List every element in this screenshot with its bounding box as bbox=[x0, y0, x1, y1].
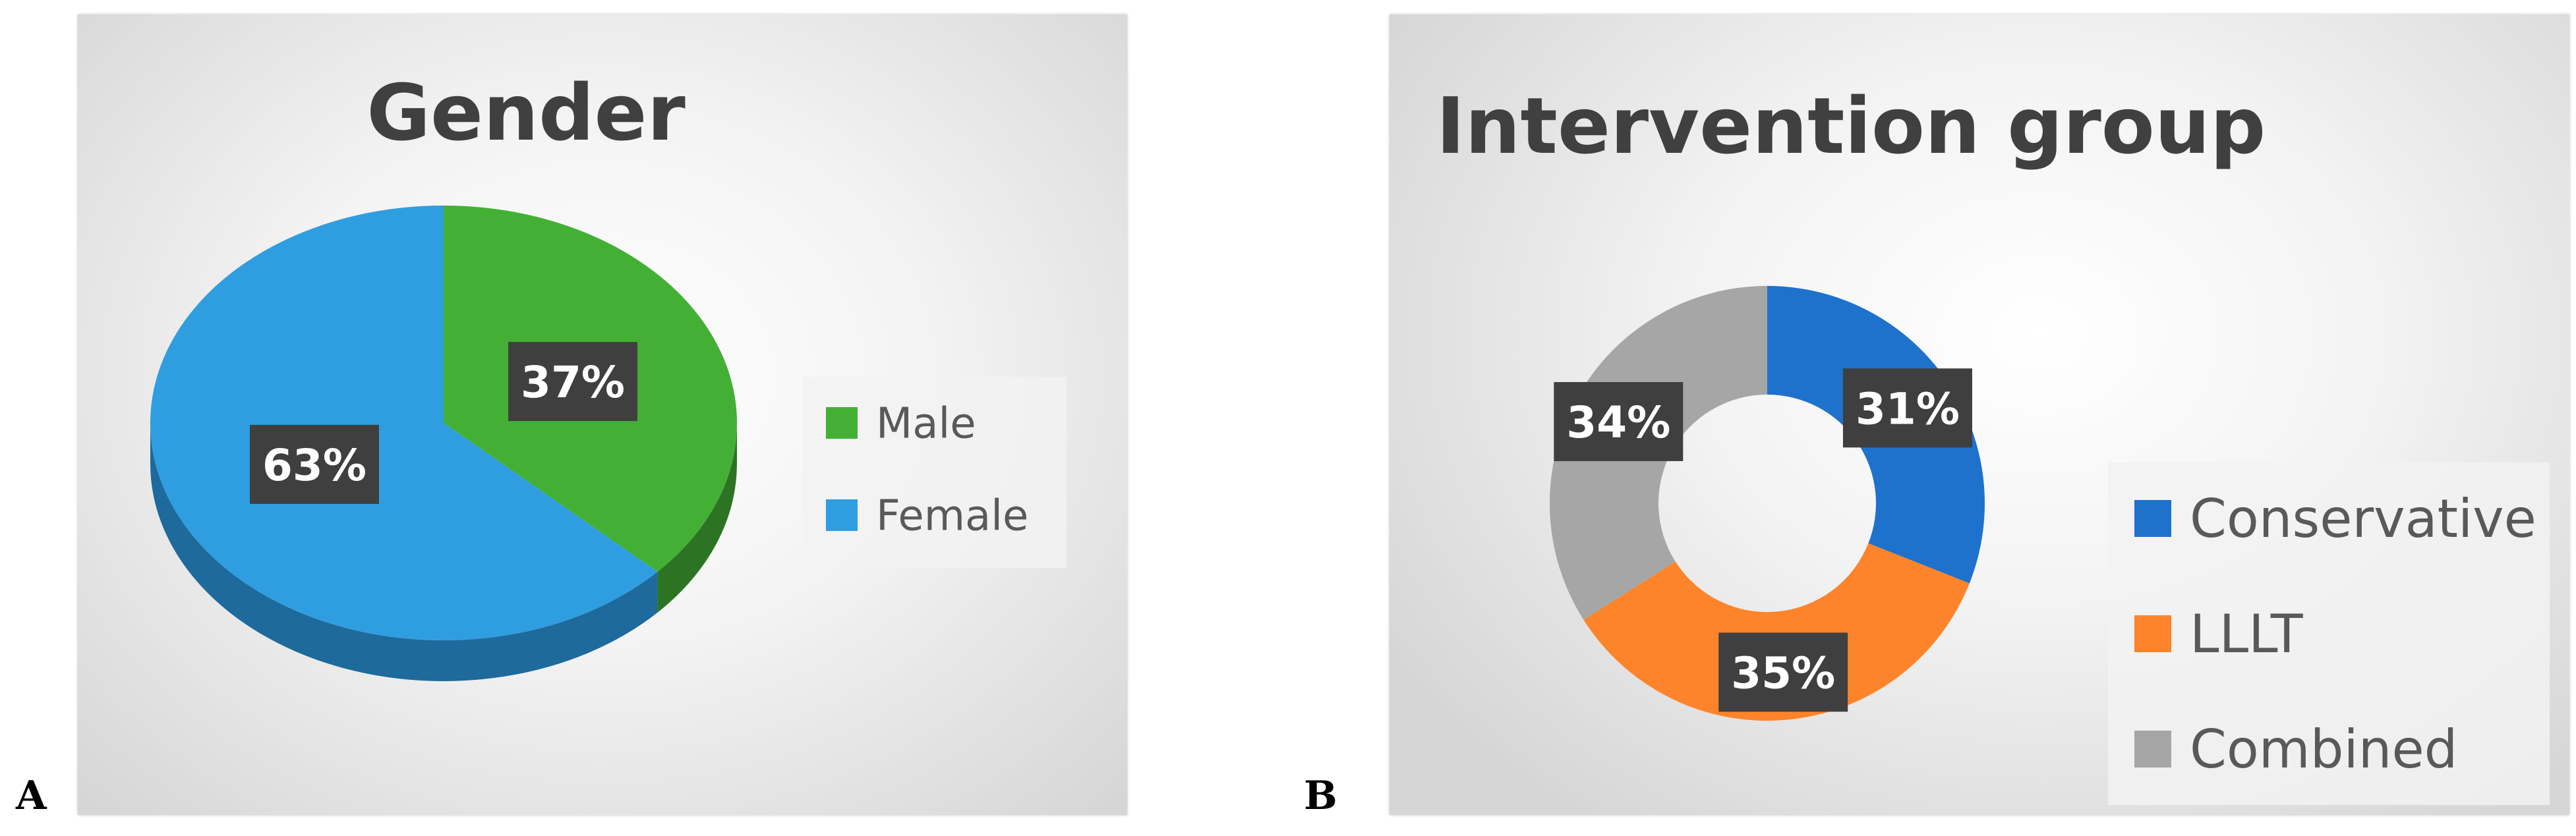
intervention-donut-chart: Intervention group 31% 35% 34% Conservativ… bbox=[1436, 80, 2550, 805]
legend-label: Male bbox=[876, 399, 976, 448]
legend-swatch bbox=[2134, 500, 2171, 537]
panel-label-a: A bbox=[16, 773, 47, 819]
data-label-text: 37% bbox=[521, 357, 625, 408]
legend-item-male: Male bbox=[826, 399, 976, 448]
data-label-box bbox=[1718, 632, 1848, 712]
legend-swatch bbox=[826, 407, 858, 439]
donut-slice-lllt bbox=[1583, 543, 1970, 721]
pie-slice-female bbox=[150, 206, 658, 640]
legend-label: Female bbox=[876, 491, 1028, 540]
legend-item-conservative: Conservative bbox=[2134, 488, 2536, 549]
chart-panel-intervention: Intervention group 31% 35% 34% Conservativ… bbox=[1390, 14, 2569, 815]
chart-title: Intervention group bbox=[1436, 80, 2266, 171]
data-label-box bbox=[508, 342, 638, 422]
pie-side-female bbox=[150, 423, 658, 681]
chart-title: Gender bbox=[366, 67, 686, 158]
data-label-0: 31% bbox=[1842, 368, 1972, 448]
chart-panel-gender: Gender 37% 63% Male Female bbox=[78, 14, 1127, 815]
legend-swatch bbox=[2134, 615, 2171, 652]
data-label-1: 35% bbox=[1718, 632, 1848, 712]
data-label-text: 63% bbox=[262, 440, 366, 491]
legend-swatch bbox=[826, 499, 858, 531]
legend-label: Combined bbox=[2190, 719, 2457, 780]
data-label-box bbox=[1842, 368, 1972, 448]
legend-label: Conservative bbox=[2190, 488, 2536, 549]
pie-side-male bbox=[657, 423, 737, 613]
data-label-text: 31% bbox=[1856, 383, 1960, 434]
panel-label-b: B bbox=[1304, 773, 1337, 819]
gender-pie-chart: Gender 37% 63% Male Female bbox=[150, 67, 1067, 681]
legend-item-lllt: LLLT bbox=[2134, 603, 2304, 665]
data-label-0: 37% bbox=[508, 342, 638, 422]
legend-item-combined: Combined bbox=[2134, 719, 2457, 780]
data-label-text: 35% bbox=[1731, 648, 1835, 698]
legend-item-female: Female bbox=[826, 491, 1028, 540]
data-label-box bbox=[1554, 381, 1683, 461]
data-label-box bbox=[249, 424, 379, 504]
data-label-2: 34% bbox=[1554, 381, 1683, 461]
legend-label: LLLT bbox=[2190, 603, 2304, 665]
data-label-1: 63% bbox=[249, 424, 379, 504]
legend-swatch bbox=[2134, 731, 2171, 767]
legend-box bbox=[2108, 462, 2550, 805]
data-label-text: 34% bbox=[1566, 397, 1670, 448]
